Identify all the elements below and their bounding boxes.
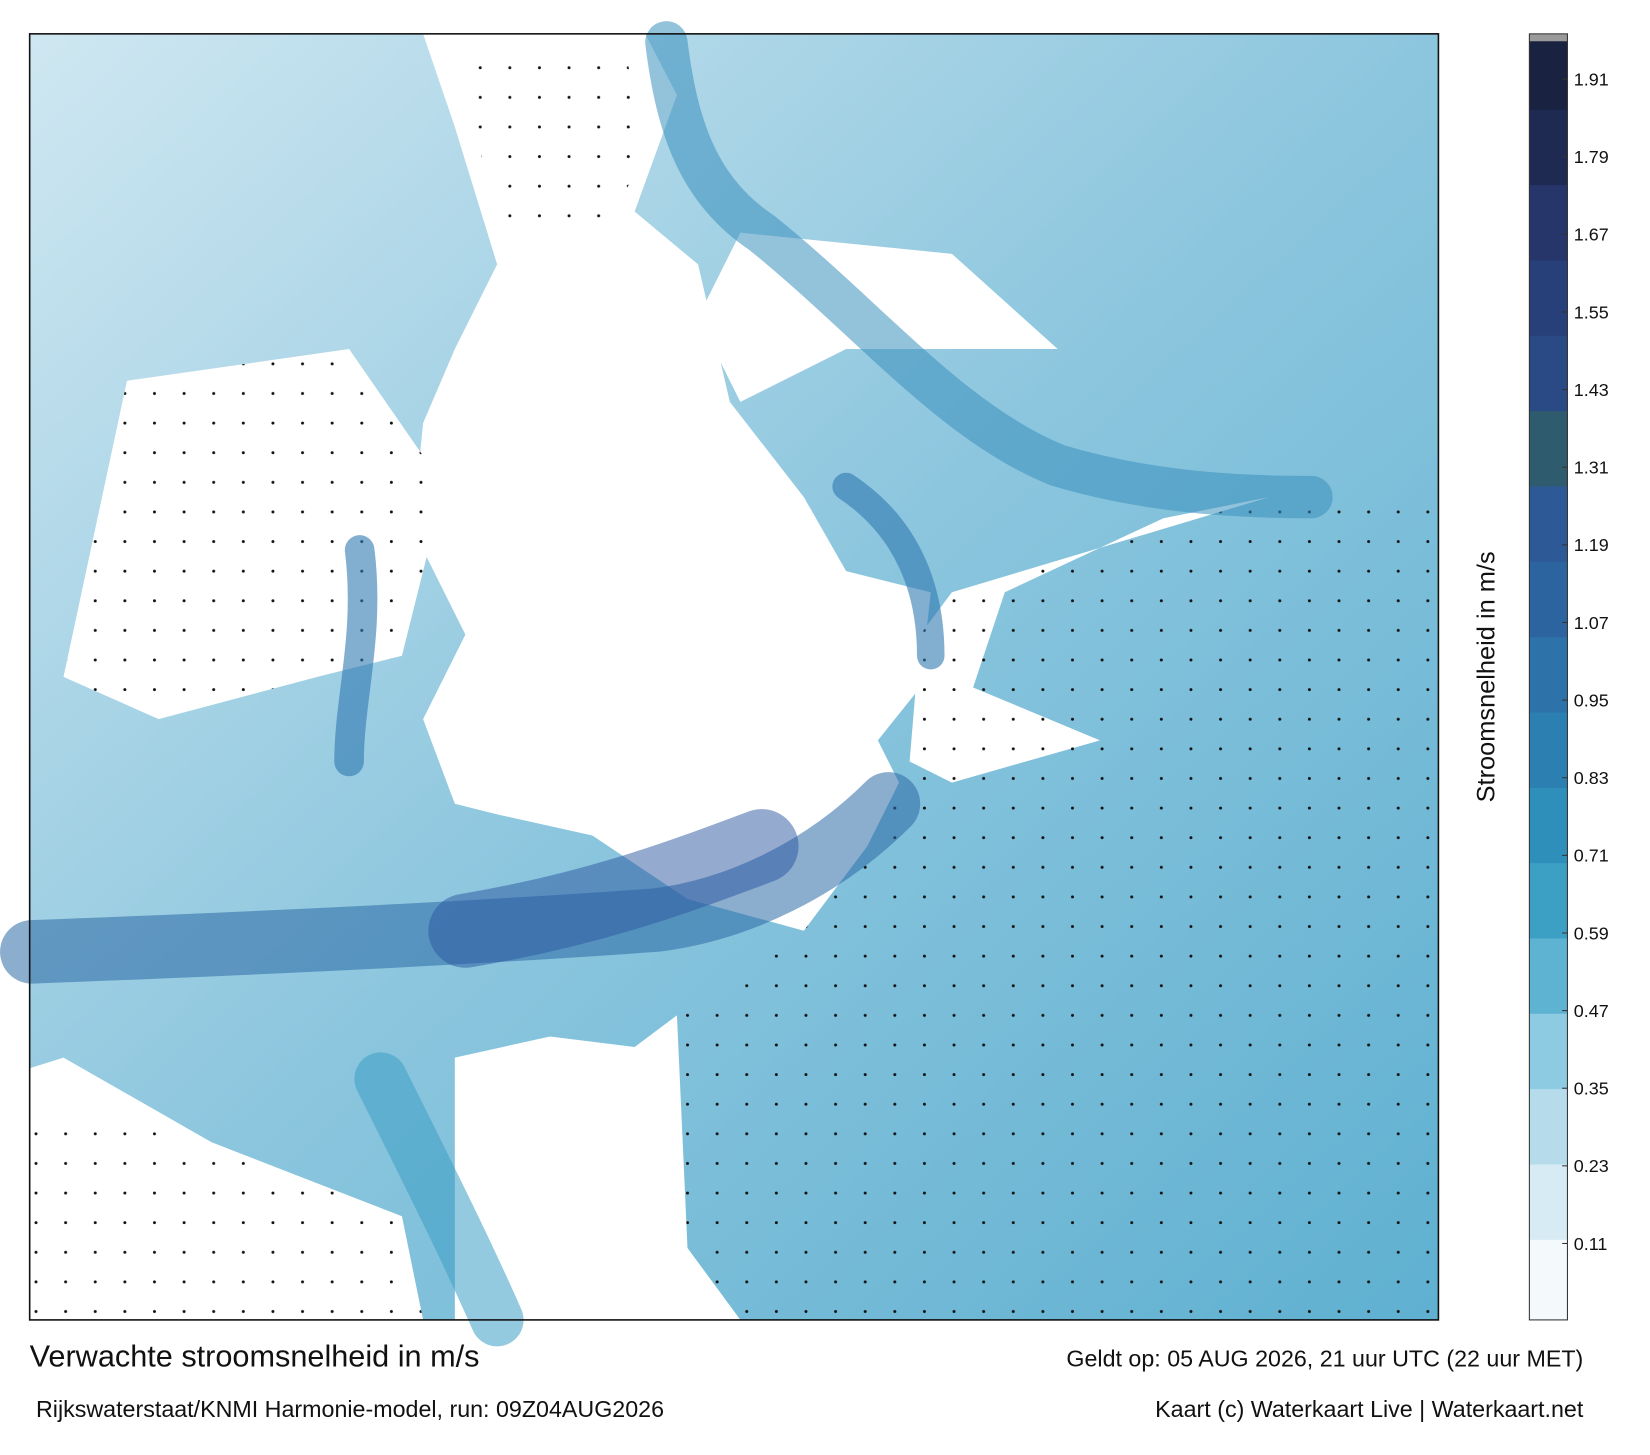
- channels: [0, 21, 1333, 1347]
- colorbar-tick-label: 0.11: [1574, 1234, 1608, 1254]
- colorbar-band: [1529, 937, 1568, 1014]
- colorbar-tick-label: 0.95: [1574, 690, 1609, 710]
- colorbar: 0.11 0.23 0.35 0.47 0.59 0.71 0.83 0.95 1.07 1.19…: [1528, 33, 1609, 1321]
- credit: Kaart (c) Waterkaart Live | Waterkaart.n…: [1155, 1396, 1584, 1422]
- colorbar-band: [1529, 1163, 1568, 1240]
- colorbar-tick-label: 1.43: [1574, 380, 1609, 400]
- valid-time: Geldt op: 05 AUG 2026, 21 uur UTC (22 uu…: [1066, 1345, 1583, 1371]
- title: Verwachte stroomsnelheid in m/s: [30, 1339, 480, 1373]
- colorbar-band: [1529, 335, 1568, 412]
- colorbar-band: [1529, 862, 1568, 939]
- colorbar-label: Stroomsnelheid in m/s: [1472, 551, 1500, 802]
- colorbar-tick-label: 0.71: [1574, 846, 1609, 866]
- colorbar-band: [1529, 410, 1568, 487]
- colorbar-tick-label: 1.31: [1574, 458, 1609, 478]
- colorbar-frame: [1528, 33, 1568, 1321]
- subtitle: Rijkswaterstaat/KNMI Harmonie-model, run…: [36, 1396, 664, 1422]
- colorbar-band: [1529, 711, 1568, 788]
- colorbar-band: [1529, 485, 1568, 562]
- colorbar-band: [1529, 33, 1568, 110]
- colorbar-tick-label: 1.91: [1574, 69, 1609, 89]
- colorbar-tick-label: 0.83: [1574, 768, 1609, 788]
- colorbar-tick-label: 0.35: [1574, 1079, 1609, 1099]
- colorbar-band: [1529, 1013, 1568, 1090]
- colorbar-band: [1529, 1088, 1568, 1165]
- colorbar-band: [1529, 1239, 1568, 1316]
- colorbar-tick-label: 0.23: [1574, 1156, 1609, 1176]
- map-frame: [28, 33, 1440, 1321]
- colorbar-band: [1529, 109, 1568, 186]
- colorbar-band: [1529, 259, 1568, 336]
- colorbar-band: [1529, 787, 1568, 864]
- colorbar-band: [1529, 636, 1568, 713]
- colorbar-band: [1529, 184, 1568, 261]
- colorbar-tick-label: 1.79: [1574, 147, 1609, 167]
- colorbar-band: [1529, 561, 1568, 638]
- colorbar-bottom: [1529, 1314, 1568, 1320]
- colorbar-tick-label: 1.19: [1574, 535, 1609, 555]
- colorbar-tick-label: 0.59: [1574, 923, 1609, 943]
- map: [0, 21, 1440, 1347]
- colorbar-tick-label: 0.47: [1574, 1001, 1609, 1021]
- colorbar-tick-label: 1.55: [1574, 302, 1609, 322]
- colorbar-tick-label: 1.67: [1574, 225, 1609, 245]
- land-grid: [29, 42, 1439, 1320]
- colorbar-cap: [1529, 33, 1568, 42]
- colorbar-tick-label: 1.07: [1574, 613, 1609, 633]
